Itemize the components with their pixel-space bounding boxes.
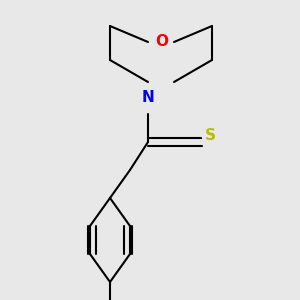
Circle shape xyxy=(202,127,218,143)
Circle shape xyxy=(140,90,156,106)
Text: S: S xyxy=(205,128,215,142)
Text: O: O xyxy=(155,34,169,50)
Text: N: N xyxy=(142,91,154,106)
Circle shape xyxy=(154,34,170,50)
